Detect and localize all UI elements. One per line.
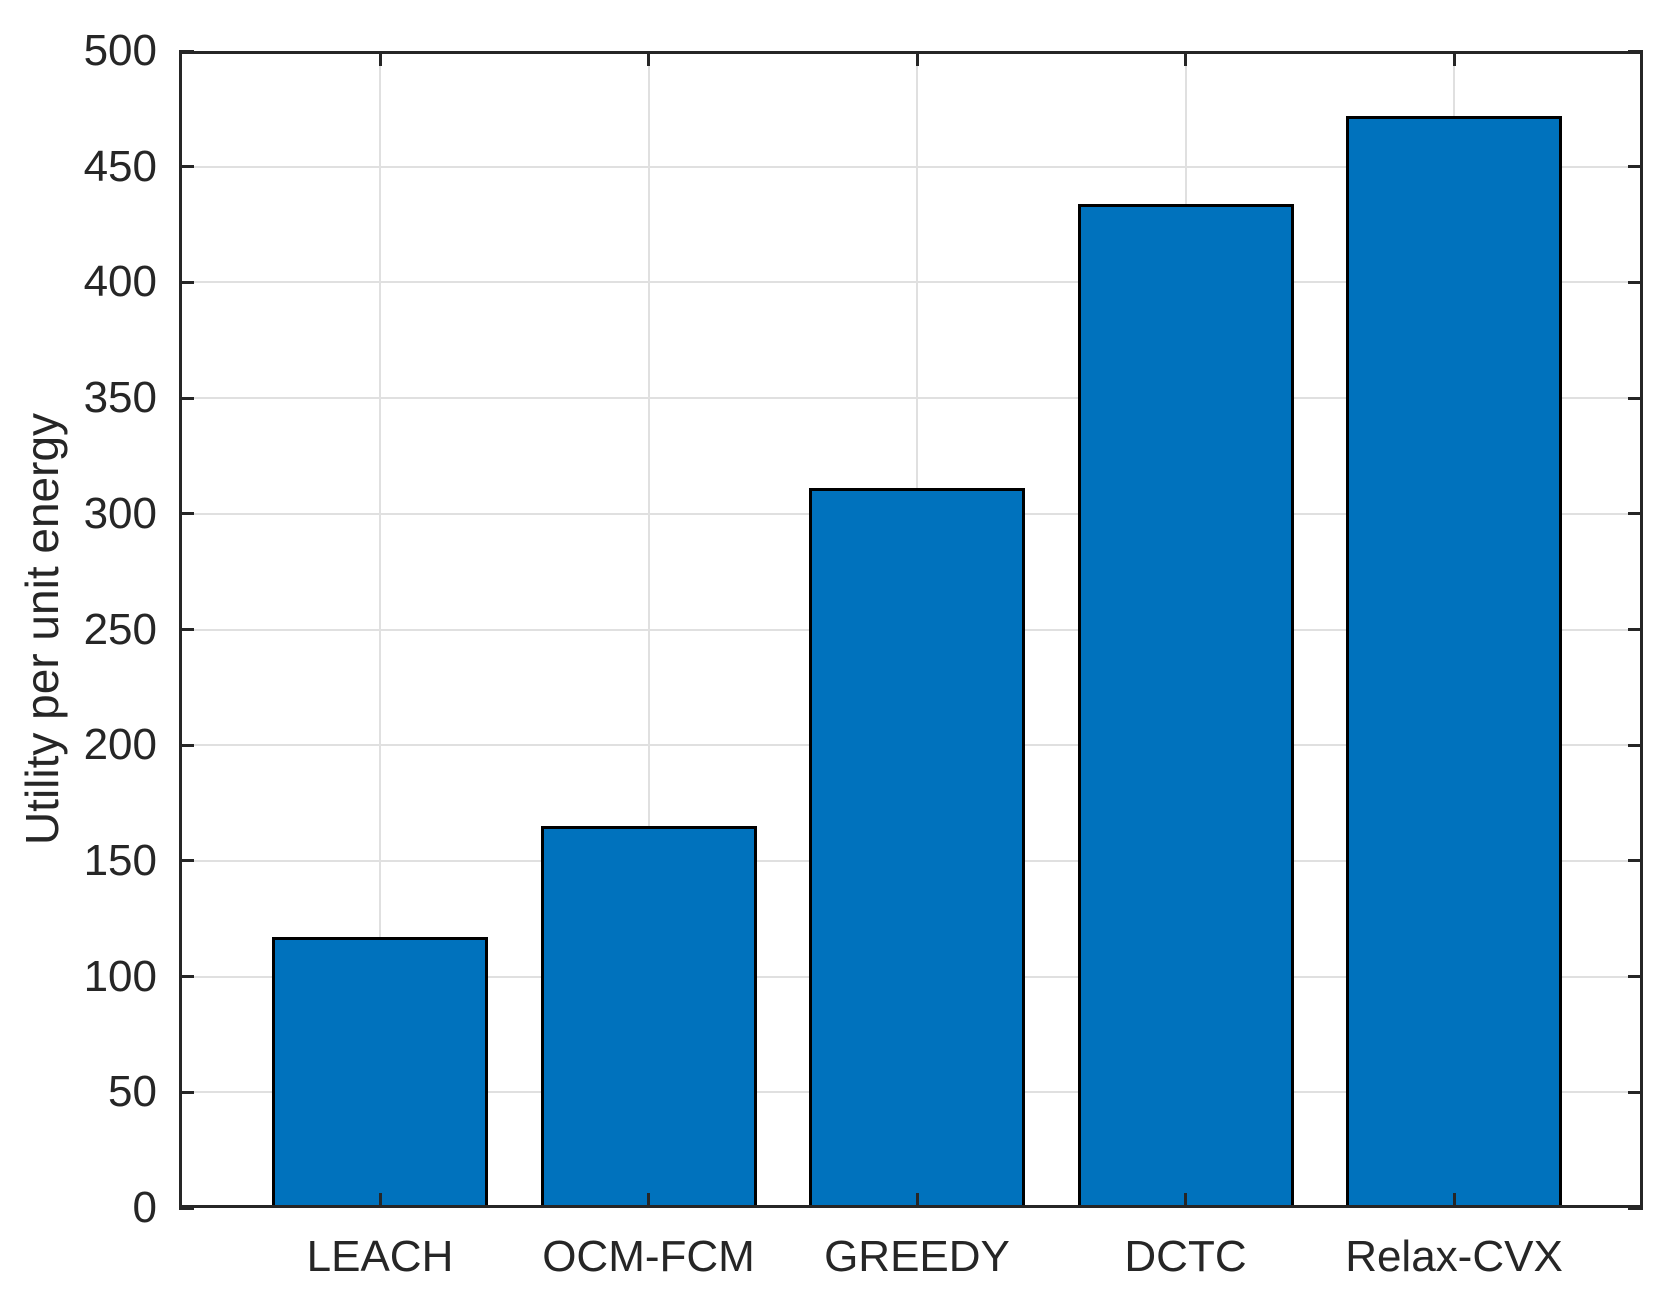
bar-ocm-fcm — [540, 826, 757, 1208]
y-tick-right-50 — [1628, 1090, 1643, 1094]
y-tick-label-250: 250 — [83, 604, 157, 654]
y-tick-left-200 — [179, 743, 194, 747]
y-tick-left-500 — [179, 49, 194, 53]
bar-greedy — [809, 488, 1025, 1208]
x-tick-bottom-2 — [647, 1193, 650, 1208]
h-gridline-400 — [179, 281, 1643, 284]
y-tick-label-450: 450 — [83, 141, 157, 191]
y-tick-left-0 — [179, 1206, 194, 1210]
x-tick-bottom-3 — [915, 1193, 919, 1208]
x-tick-bottom-1 — [378, 1193, 382, 1208]
y-tick-label-400: 400 — [83, 257, 157, 307]
x-tick-label-leach: LEACH — [306, 1232, 454, 1281]
bar-leach — [272, 937, 488, 1208]
y-tick-label-100: 100 — [83, 951, 157, 1001]
y-tick-left-450 — [179, 165, 194, 169]
x-tick-top-4 — [1184, 51, 1187, 66]
y-tick-right-500 — [1628, 49, 1643, 53]
bars-layer — [179, 51, 1643, 1208]
v-gridline-2 — [647, 51, 650, 1208]
y-tick-label-150: 150 — [83, 835, 157, 885]
y-tick-label-500: 500 — [83, 26, 157, 75]
y-tick-left-50 — [179, 1090, 194, 1094]
h-gridline-450 — [179, 165, 1643, 168]
bar-relax-cvx — [1346, 115, 1562, 1208]
bar-dctc — [1077, 203, 1294, 1208]
x-tick-label-ocm-fcm: OCM-FCM — [542, 1232, 755, 1281]
y-tick-label-350: 350 — [83, 373, 157, 423]
y-tick-label-0: 0 — [132, 1183, 157, 1232]
y-tick-right-150 — [1628, 859, 1643, 863]
ticks-layer — [179, 49, 1643, 1210]
y-tick-label-300: 300 — [83, 488, 157, 538]
y-tick-right-100 — [1628, 975, 1643, 979]
x-tick-top-1 — [378, 51, 382, 66]
y-tick-left-100 — [179, 975, 194, 979]
y-tick-right-250 — [1628, 628, 1643, 631]
y-tick-left-400 — [179, 280, 194, 284]
x-tick-top-2 — [647, 51, 650, 66]
x-tick-label-dctc: DCTC — [1124, 1232, 1247, 1281]
y-tick-left-300 — [179, 512, 194, 516]
y-tick-right-0 — [1628, 1206, 1643, 1210]
y-tick-label-50: 50 — [108, 1067, 157, 1117]
y-tick-left-150 — [179, 859, 194, 863]
h-gridline-350 — [179, 397, 1643, 400]
y-tick-right-450 — [1628, 165, 1643, 169]
x-tick-bottom-5 — [1452, 1193, 1456, 1208]
y-tick-right-200 — [1628, 743, 1643, 747]
v-gridline-1 — [379, 51, 381, 1208]
y-tick-right-350 — [1628, 396, 1643, 400]
y-tick-right-300 — [1628, 512, 1643, 516]
x-tick-top-5 — [1452, 51, 1456, 66]
x-tick-bottom-4 — [1184, 1193, 1187, 1208]
y-tick-left-250 — [179, 628, 194, 631]
y-tick-right-400 — [1628, 280, 1643, 284]
x-tick-top-3 — [915, 51, 919, 66]
plot-area — [179, 49, 1643, 1210]
x-tick-label-greedy: GREEDY — [824, 1232, 1010, 1281]
y-tick-label-200: 200 — [83, 720, 157, 770]
x-tick-label-relax-cvx: Relax-CVX — [1345, 1232, 1563, 1281]
y-tick-left-350 — [179, 396, 194, 400]
